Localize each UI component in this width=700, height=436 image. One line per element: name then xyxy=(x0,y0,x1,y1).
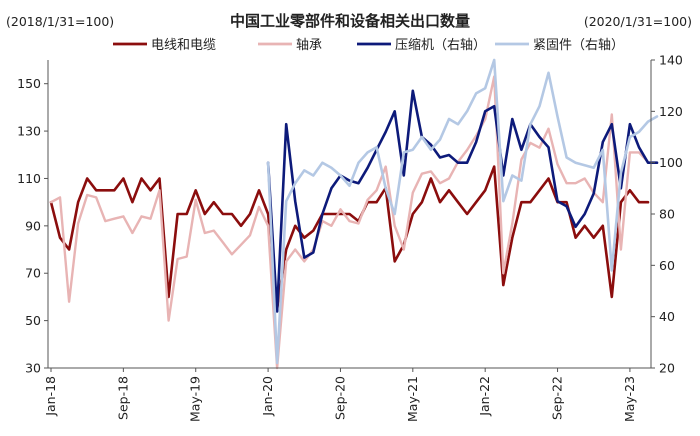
x-tick-label: Jan-18 xyxy=(43,376,58,417)
left-tick-label: 150 xyxy=(17,76,41,91)
legend-label-3: 压缩机（右轴） xyxy=(395,37,486,53)
right-tick-label: 20 xyxy=(659,361,675,376)
series-line-3 xyxy=(266,89,659,313)
plot-area xyxy=(49,58,659,370)
right-tick-label: 60 xyxy=(659,258,675,273)
chart-title: 中国工业零部件和设备相关出口数量 xyxy=(230,12,470,30)
left-tick-label: 130 xyxy=(17,124,41,139)
right-tick-label: 120 xyxy=(659,104,683,119)
x-tick-label: Jan-22 xyxy=(477,376,492,417)
right-tick-label: 80 xyxy=(659,207,675,222)
right-tick-label: 100 xyxy=(659,155,683,170)
right-axis-unit: (2020/1/31=100) xyxy=(584,14,692,29)
left-tick-label: 70 xyxy=(25,266,41,281)
series-line-4 xyxy=(266,58,659,365)
x-tick-label: Jan-20 xyxy=(260,376,275,417)
x-tick-label: Sep-20 xyxy=(332,376,347,420)
x-tick-label: May-19 xyxy=(188,376,203,422)
legend-label-2: 轴承 xyxy=(296,38,322,53)
right-tick-label: 40 xyxy=(659,309,675,324)
left-axis-unit: (2018/1/31=100) xyxy=(6,14,114,29)
left-tick-label: 50 xyxy=(25,313,41,328)
legend: 电线和电缆 轴承 压缩机（右轴） 紧固件（右轴） xyxy=(113,37,624,53)
legend-label-4: 紧固件（右轴） xyxy=(533,38,624,53)
x-tick-label: May-23 xyxy=(622,376,637,422)
legend-label-1: 电线和电缆 xyxy=(151,37,216,53)
right-tick-label: 140 xyxy=(659,53,683,68)
series-line-1 xyxy=(49,165,650,311)
x-tick-label: Sep-18 xyxy=(115,376,130,420)
x-tick-label: Sep-22 xyxy=(550,376,565,420)
axes: 30 50 70 90 110 130 150 20 40 60 80 100 120 140 Jan-18… xyxy=(17,53,683,423)
x-tick-label: May-21 xyxy=(405,376,420,422)
left-tick-label: 110 xyxy=(17,171,41,186)
series-line-2 xyxy=(49,75,650,370)
left-tick-label: 90 xyxy=(25,218,41,233)
left-tick-label: 30 xyxy=(25,361,41,376)
